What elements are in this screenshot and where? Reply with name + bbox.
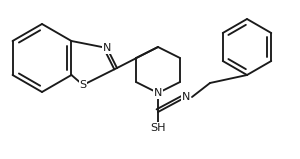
Text: N: N <box>182 92 190 102</box>
Text: N: N <box>154 88 162 98</box>
Text: SH: SH <box>150 123 166 133</box>
Text: N: N <box>103 43 111 53</box>
Text: S: S <box>80 80 87 90</box>
